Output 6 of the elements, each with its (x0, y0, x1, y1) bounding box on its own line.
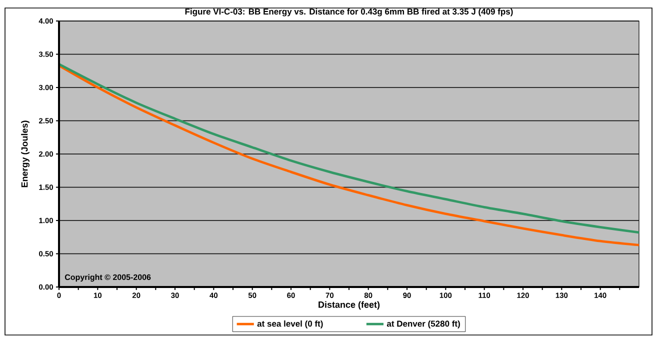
y-axis-title: Energy (Joules) (21, 120, 30, 188)
legend-label: at Denver (5280 ft) (386, 320, 460, 328)
x-axis-title: Distance (feet) (318, 301, 380, 310)
chart-title: Figure VI-C-03: BB Energy vs. Distance for 0.43g 6mm BB fired at 3.35 J (409 fps) (185, 8, 513, 16)
legend-label: at sea level (0 ft) (257, 320, 323, 328)
annotation: Copyright © 2005-2006 (64, 274, 151, 282)
